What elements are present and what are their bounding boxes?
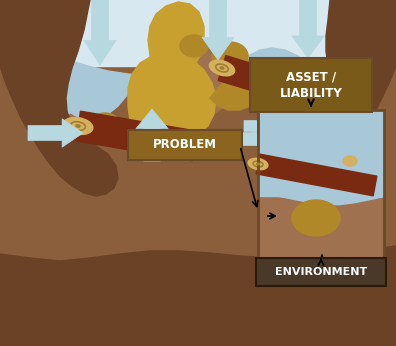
- Ellipse shape: [76, 125, 80, 127]
- Polygon shape: [218, 56, 324, 110]
- FancyArrow shape: [242, 127, 284, 151]
- Ellipse shape: [257, 163, 259, 165]
- Text: ASSET /
LIABILITY: ASSET / LIABILITY: [280, 70, 343, 100]
- Ellipse shape: [343, 156, 357, 166]
- Ellipse shape: [251, 130, 273, 142]
- Ellipse shape: [244, 79, 272, 101]
- FancyArrow shape: [84, 0, 116, 65]
- Polygon shape: [76, 111, 198, 161]
- Ellipse shape: [220, 67, 224, 69]
- Ellipse shape: [180, 35, 208, 57]
- Ellipse shape: [248, 158, 268, 170]
- Ellipse shape: [225, 60, 265, 92]
- Polygon shape: [0, 0, 118, 196]
- FancyArrow shape: [292, 0, 324, 58]
- Polygon shape: [258, 196, 384, 258]
- Polygon shape: [260, 125, 350, 165]
- Polygon shape: [0, 246, 396, 346]
- Text: PROBLEM: PROBLEM: [153, 138, 217, 152]
- Ellipse shape: [254, 59, 286, 85]
- FancyBboxPatch shape: [128, 130, 242, 160]
- FancyArrow shape: [202, 0, 234, 60]
- Polygon shape: [70, 48, 240, 138]
- Polygon shape: [0, 0, 396, 118]
- Text: ENVIRONMENT: ENVIRONMENT: [275, 267, 367, 277]
- FancyBboxPatch shape: [250, 58, 372, 112]
- Ellipse shape: [292, 200, 340, 236]
- FancyArrow shape: [244, 116, 282, 136]
- Ellipse shape: [270, 73, 296, 93]
- Polygon shape: [258, 110, 384, 196]
- Ellipse shape: [209, 60, 234, 76]
- Polygon shape: [276, 0, 396, 188]
- Polygon shape: [210, 72, 260, 110]
- Polygon shape: [256, 154, 377, 196]
- FancyArrow shape: [28, 119, 83, 147]
- Polygon shape: [0, 0, 396, 66]
- FancyBboxPatch shape: [258, 110, 384, 258]
- Ellipse shape: [261, 135, 263, 137]
- FancyBboxPatch shape: [256, 258, 386, 286]
- Ellipse shape: [212, 42, 248, 70]
- Polygon shape: [148, 2, 204, 76]
- Polygon shape: [128, 53, 216, 139]
- Ellipse shape: [89, 113, 121, 139]
- Ellipse shape: [63, 118, 93, 135]
- FancyArrow shape: [136, 109, 168, 161]
